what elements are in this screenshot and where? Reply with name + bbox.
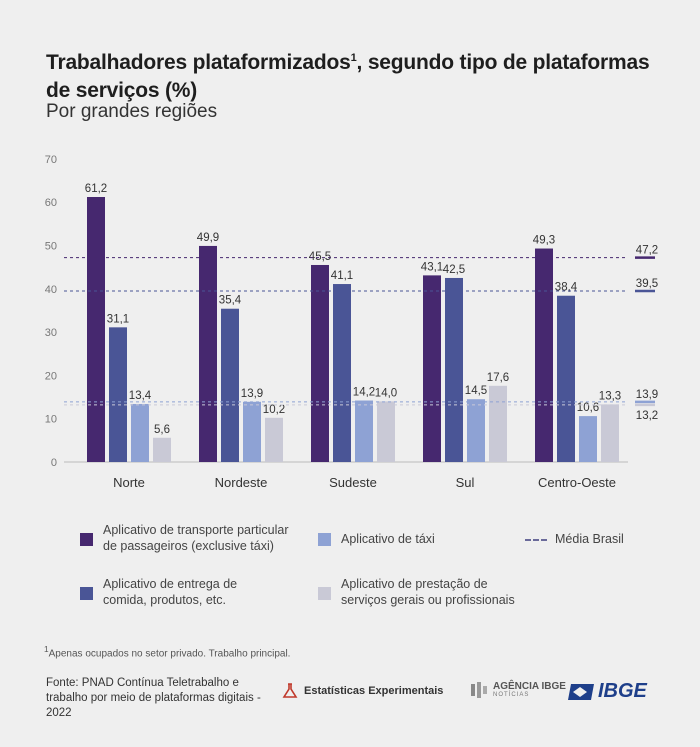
bar-value-label: 13,3 bbox=[599, 390, 621, 402]
legend-label-taxi: Aplicativo de táxi bbox=[341, 532, 435, 546]
bar bbox=[489, 385, 507, 462]
agencia-sub-label: NOTÍCIAS bbox=[493, 692, 530, 698]
bar-value-label: 49,3 bbox=[533, 235, 555, 247]
average-value-label: 13,9 bbox=[636, 389, 658, 401]
legend-item-media: Média Brasil bbox=[525, 522, 624, 547]
bar bbox=[377, 401, 395, 462]
bar-value-label: 14,0 bbox=[375, 387, 397, 399]
average-value-label: 47,2 bbox=[636, 245, 658, 257]
legend-label-services: Aplicativo de prestação de serviços gera… bbox=[341, 577, 515, 607]
bar-value-label: 14,2 bbox=[353, 387, 375, 399]
bar bbox=[445, 277, 463, 462]
legend-swatch-transport bbox=[80, 533, 93, 546]
legend-label-transport: Aplicativo de transporte particular de p… bbox=[103, 523, 289, 553]
chart-title: Trabalhadores plataformizados1, segundo … bbox=[46, 51, 650, 102]
ibge-mark-icon bbox=[568, 683, 594, 700]
category-label: Sul bbox=[456, 475, 475, 490]
flask-icon bbox=[282, 683, 298, 698]
average-value-label: 39,5 bbox=[636, 278, 658, 290]
bar-value-label: 14,5 bbox=[465, 385, 487, 397]
bar-value-label: 38,4 bbox=[555, 282, 578, 294]
ibge-logo: IBGE bbox=[567, 680, 647, 703]
y-tick-label: 70 bbox=[45, 154, 57, 166]
estatisticas-label: Estatísticas Experimentais bbox=[304, 685, 444, 697]
agencia-ibge-logo: AGÊNCIA IBGE NOTÍCIAS bbox=[470, 680, 566, 700]
bar bbox=[355, 400, 373, 462]
legend-label-delivery: Aplicativo de entrega de comida, produto… bbox=[103, 577, 238, 607]
agencia-label: AGÊNCIA IBGE bbox=[493, 681, 566, 692]
chart-subtitle: Por grandes regiões bbox=[46, 101, 218, 122]
bar bbox=[243, 401, 261, 462]
bar bbox=[311, 264, 329, 462]
bar bbox=[221, 308, 239, 462]
bar bbox=[333, 284, 351, 462]
legend-item-delivery: Aplicativo de entrega de comida, produto… bbox=[80, 576, 237, 608]
category-label: Sudeste bbox=[329, 475, 377, 490]
legend: Aplicativo de transporte particular de p… bbox=[0, 522, 700, 622]
bar-value-label: 31,1 bbox=[107, 313, 129, 325]
bar-value-label: 49,9 bbox=[197, 232, 219, 244]
bar bbox=[153, 437, 171, 462]
bar bbox=[199, 245, 217, 462]
bar bbox=[109, 327, 127, 462]
legend-item-transport: Aplicativo de transporte particular de p… bbox=[80, 522, 289, 554]
bar-value-label: 42,5 bbox=[443, 264, 465, 276]
estatisticas-experimentais-logo: Estatísticas Experimentais bbox=[282, 683, 443, 699]
ibge-label: IBGE bbox=[598, 680, 647, 702]
bar bbox=[579, 416, 597, 462]
y-tick-label: 20 bbox=[45, 370, 57, 382]
bar bbox=[535, 248, 553, 462]
legend-dash-icon bbox=[525, 539, 547, 541]
bar bbox=[467, 399, 485, 462]
legend-swatch-services bbox=[318, 587, 331, 600]
bar-value-label: 10,2 bbox=[263, 404, 285, 416]
bar-value-label: 61,2 bbox=[85, 183, 107, 195]
y-tick-label: 40 bbox=[45, 284, 57, 296]
legend-item-services: Aplicativo de prestação de serviços gera… bbox=[318, 576, 515, 608]
legend-swatch-taxi bbox=[318, 533, 331, 546]
bar-value-label: 13,4 bbox=[129, 390, 152, 402]
bar bbox=[87, 197, 105, 462]
bar bbox=[557, 295, 575, 462]
y-tick-label: 60 bbox=[45, 197, 57, 209]
source-text: Fonte: PNAD Contínua Teletrabalho e trab… bbox=[46, 677, 261, 719]
bar-value-label: 17,6 bbox=[487, 372, 509, 384]
category-label: Norte bbox=[113, 475, 145, 490]
bar-value-label: 45,5 bbox=[309, 251, 331, 263]
bar-value-label: 13,9 bbox=[241, 388, 263, 400]
bar-chart: 0 10 20 30 40 50 60 70 61,2 49,9 45,5 43,1 49,3 31,1 3… bbox=[45, 154, 658, 490]
y-tick-label: 0 bbox=[51, 457, 57, 469]
bar bbox=[423, 275, 441, 462]
bar bbox=[131, 403, 149, 462]
bar-value-label: 41,1 bbox=[331, 270, 353, 282]
bar-value-label: 35,4 bbox=[219, 295, 242, 307]
average-value-label: 13,2 bbox=[636, 410, 658, 422]
y-tick-label: 50 bbox=[45, 241, 57, 253]
bar bbox=[601, 404, 619, 462]
category-label: Nordeste bbox=[215, 475, 268, 490]
bar bbox=[265, 417, 283, 462]
category-label: Centro-Oeste bbox=[538, 475, 616, 490]
bar-value-label: 43,1 bbox=[421, 261, 443, 273]
bar-value-label: 5,6 bbox=[154, 424, 170, 436]
legend-swatch-delivery bbox=[80, 587, 93, 600]
agencia-icon bbox=[471, 682, 487, 698]
legend-item-taxi: Aplicativo de táxi bbox=[318, 522, 435, 547]
legend-label-media: Média Brasil bbox=[555, 532, 624, 546]
bar-value-label: 10,6 bbox=[577, 402, 599, 414]
footnote: 1Apenas ocupados no setor privado. Traba… bbox=[44, 644, 291, 660]
y-tick-label: 30 bbox=[45, 327, 57, 339]
y-tick-label: 10 bbox=[45, 414, 57, 426]
